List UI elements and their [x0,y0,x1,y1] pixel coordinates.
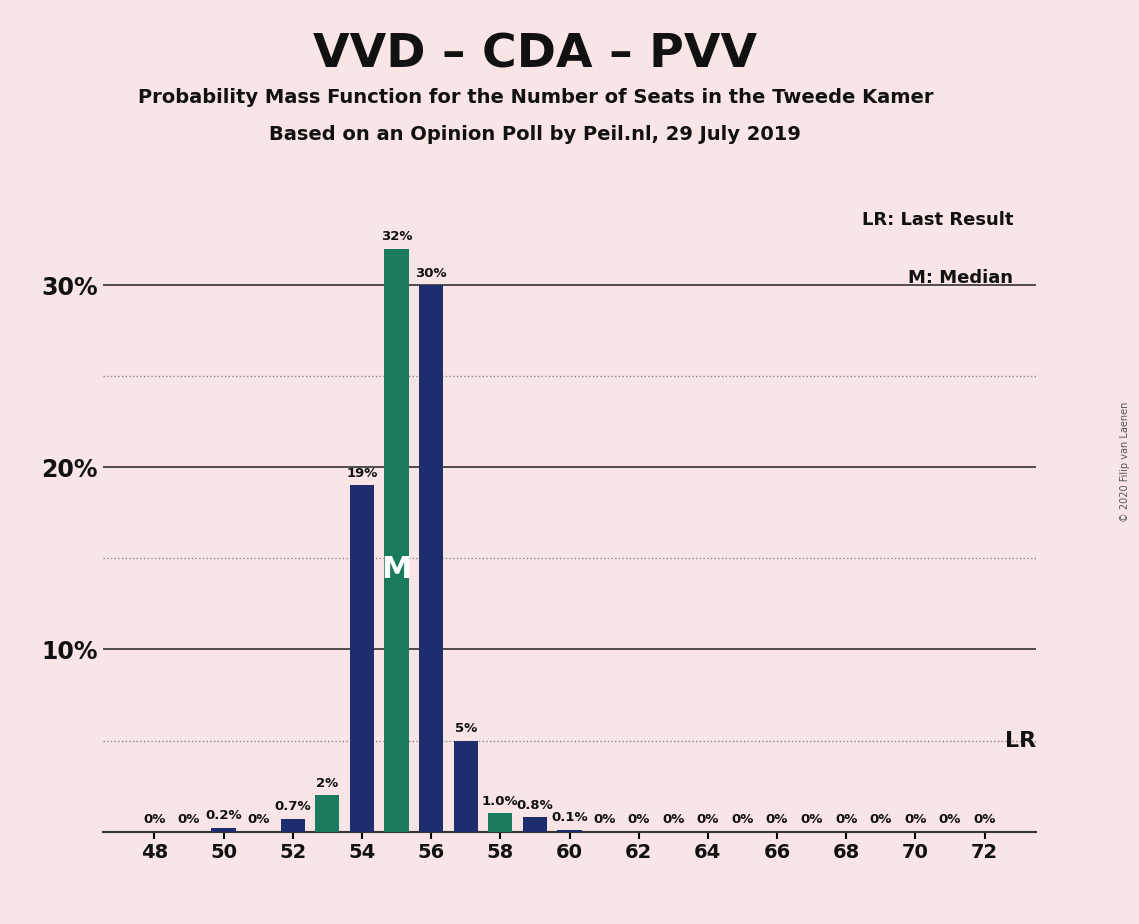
Text: 0%: 0% [662,813,685,826]
Bar [523,817,547,832]
Text: 30%: 30% [416,266,446,280]
Bar [212,828,236,832]
Text: VVD – CDA – PVV: VVD – CDA – PVV [313,32,757,78]
Text: 0%: 0% [731,813,754,826]
Text: 0%: 0% [247,813,269,826]
Text: 0.2%: 0.2% [205,809,241,822]
Text: 0%: 0% [801,813,822,826]
Text: 0.7%: 0.7% [274,800,311,813]
Text: 0%: 0% [628,813,650,826]
Text: 0.8%: 0.8% [516,798,554,811]
Text: M: Median: M: Median [908,269,1014,286]
Bar [280,819,305,832]
Bar [385,249,409,832]
Text: 0%: 0% [870,813,892,826]
Text: 0%: 0% [765,813,788,826]
Text: 32%: 32% [380,230,412,243]
Text: Based on an Opinion Poll by Peil.nl, 29 July 2019: Based on an Opinion Poll by Peil.nl, 29 … [270,125,801,144]
Text: LR: Last Result: LR: Last Result [861,211,1014,228]
Text: © 2020 Filip van Laenen: © 2020 Filip van Laenen [1121,402,1130,522]
Bar [557,830,582,832]
Text: LR: LR [1006,731,1036,750]
Text: 0.1%: 0.1% [551,811,588,824]
Bar [350,485,374,832]
Bar [316,796,339,832]
Text: 0%: 0% [697,813,719,826]
Text: Probability Mass Function for the Number of Seats in the Tweede Kamer: Probability Mass Function for the Number… [138,88,933,107]
Text: 2%: 2% [317,777,338,790]
Text: 0%: 0% [904,813,927,826]
Text: 1.0%: 1.0% [482,795,518,808]
Text: 0%: 0% [835,813,858,826]
Bar [453,740,478,832]
Text: 0%: 0% [593,813,615,826]
Text: M: M [382,554,411,584]
Bar [489,813,513,832]
Text: 0%: 0% [939,813,961,826]
Text: 0%: 0% [178,813,200,826]
Text: 5%: 5% [454,722,477,735]
Bar [419,285,443,832]
Text: 0%: 0% [974,813,995,826]
Text: 0%: 0% [144,813,165,826]
Text: 19%: 19% [346,467,378,480]
